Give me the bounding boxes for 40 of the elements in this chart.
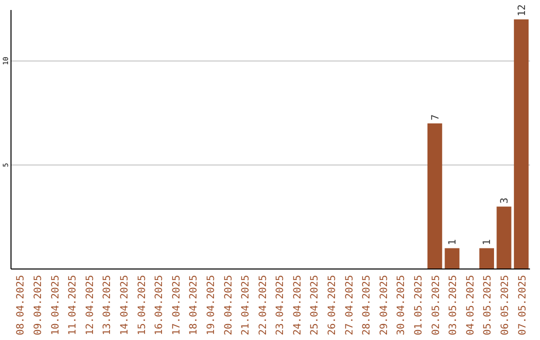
x-tick-label: 25.04.2025	[310, 275, 321, 336]
x-tick-label: 30.04.2025	[396, 275, 408, 336]
x-tick-label: 23.04.2025	[275, 275, 286, 336]
x-tick-label: 12.04.2025	[84, 275, 96, 336]
x-tick-label: 13.04.2025	[102, 275, 114, 336]
x-tick-label: 22.04.2025	[258, 275, 269, 336]
x-tick-label: 06.05.2025	[500, 275, 511, 336]
data-label: 1	[482, 239, 494, 246]
x-tick-label: 11.04.2025	[68, 275, 79, 336]
x-tick-label: 08.04.2025	[16, 275, 27, 336]
x-tick-label: 10.04.2025	[50, 275, 62, 336]
x-tick-label: 15.04.2025	[136, 275, 148, 336]
x-tick-label: 20.04.2025	[223, 275, 234, 336]
bar	[479, 248, 494, 269]
x-tick-label: 26.04.2025	[327, 275, 338, 336]
data-label: 12	[516, 4, 528, 16]
bar	[444, 248, 460, 269]
bar	[514, 19, 529, 269]
x-tick-label: 18.04.2025	[188, 275, 200, 336]
bar	[496, 206, 512, 269]
x-tick-label: 17.04.2025	[171, 275, 182, 336]
x-tick-label: 24.04.2025	[292, 275, 304, 336]
bar	[427, 123, 442, 269]
x-tick-label: 04.05.2025	[465, 275, 476, 336]
x-tick-label: 05.05.2025	[482, 275, 494, 336]
x-tick-label: 29.04.2025	[378, 275, 390, 336]
data-label: 7	[430, 114, 442, 120]
x-tick-label: 01.05.2025	[414, 275, 424, 336]
x-tick-label: 09.04.2025	[33, 275, 44, 336]
x-tick-label: 02.05.2025	[430, 275, 442, 336]
x-tick-label: 14.04.2025	[120, 275, 130, 336]
x-tick-label: 07.05.2025	[517, 275, 528, 336]
x-tick-label: 28.04.2025	[362, 275, 373, 336]
data-label: 3	[499, 198, 510, 204]
x-tick-label: 03.05.2025	[448, 275, 460, 336]
x-tick-label: 16.04.2025	[154, 275, 166, 336]
data-label: 1	[448, 239, 459, 246]
x-tick-label: 21.04.2025	[240, 275, 252, 336]
x-tick-label: 27.04.2025	[344, 275, 356, 336]
x-tick-label: 19.04.2025	[206, 275, 217, 336]
